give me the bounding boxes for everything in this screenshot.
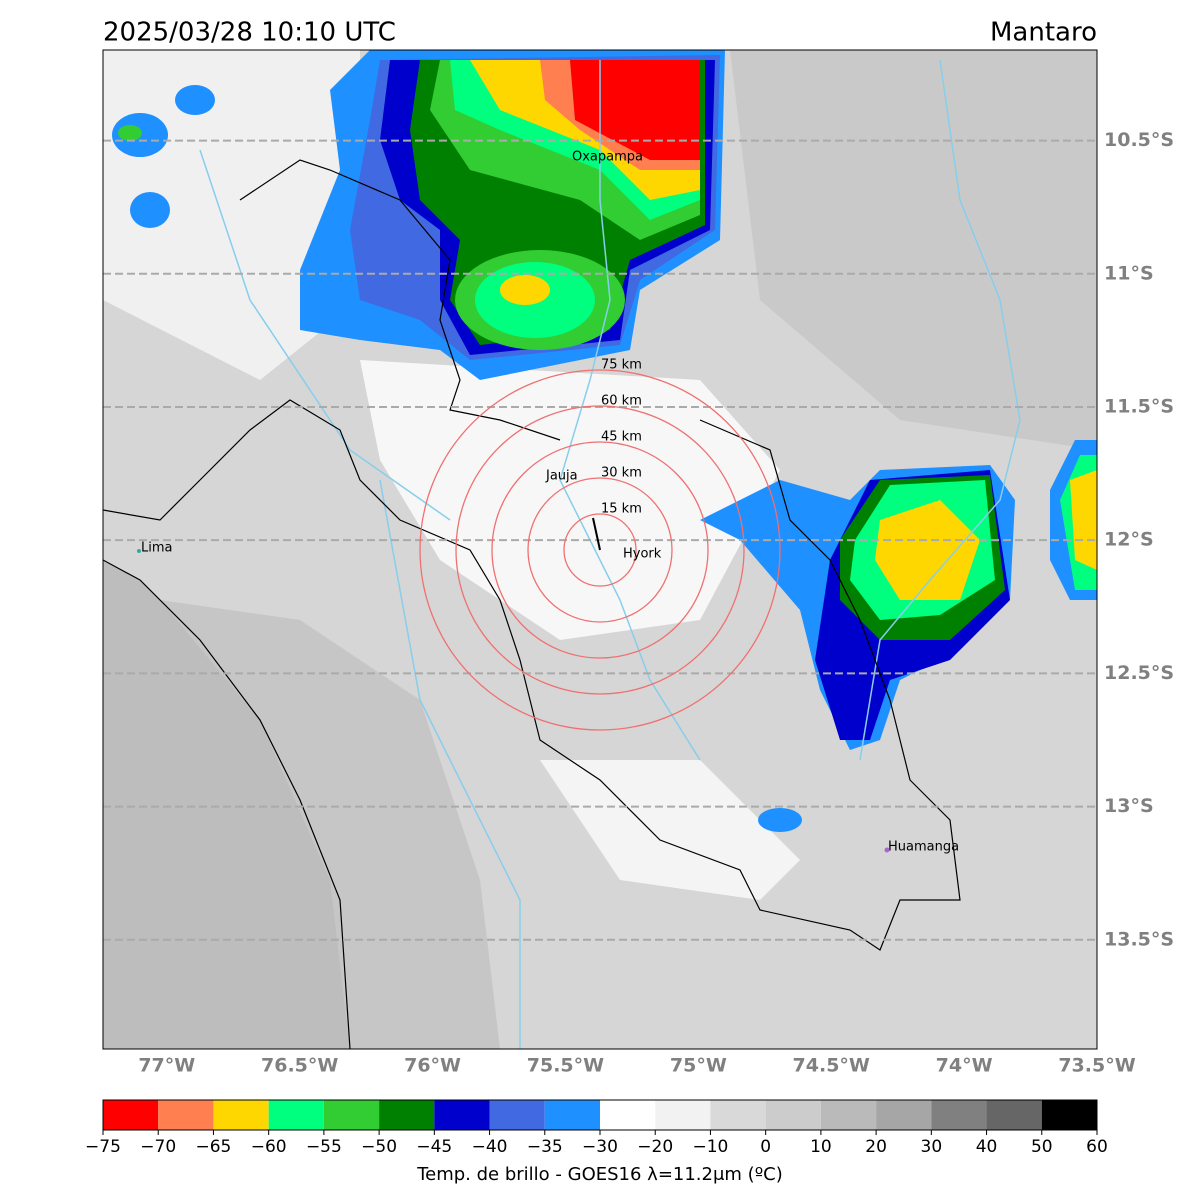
colorbar-tick-label: −60 — [251, 1137, 287, 1157]
colorbar-label: Temp. de brillo - GOES16 λ=11.2μm (ºC) — [416, 1164, 783, 1185]
colorbar-segment — [158, 1100, 214, 1130]
colorbar-segment — [876, 1100, 932, 1130]
rivers — [199, 59, 1021, 1049]
lat-label: 12.5°S — [1104, 662, 1174, 684]
colorbar: −75 −70 −65 −60 −55 −50 −45 −40 −35 −30 −20 −10 0 10 2… — [85, 1099, 1108, 1157]
region-name: Mantaro — [990, 18, 1097, 48]
city-dot — [884, 847, 890, 853]
colorbar-tick-label: 20 — [865, 1137, 887, 1157]
range-rings — [419, 369, 781, 731]
colorbar-tick-label: −40 — [472, 1137, 508, 1157]
colorbar-tick-label: −75 — [85, 1137, 121, 1157]
colorbar-segment — [931, 1100, 987, 1130]
ring-label: 60 km — [601, 394, 642, 409]
colorbar-tick-label: −65 — [195, 1137, 231, 1157]
lat-label: 11.5°S — [1104, 395, 1174, 417]
colorbar-segment — [379, 1100, 435, 1130]
lat-label: 10.5°S — [1104, 129, 1174, 151]
city-label: Oxapampa — [572, 150, 643, 165]
ring-label: 45 km — [601, 430, 642, 445]
city-dot — [137, 549, 141, 553]
lat-label: 11°S — [1104, 262, 1154, 284]
colorbar-tick-label: −20 — [637, 1137, 673, 1157]
lon-label: 77°W — [138, 1055, 195, 1077]
colorbar-segment — [986, 1100, 1042, 1130]
colorbar-tick-label: −30 — [582, 1137, 618, 1157]
map-area — [103, 50, 1097, 1049]
boundaries — [103, 159, 961, 1049]
colorbar-segment — [434, 1100, 490, 1130]
colorbar-tick-label: −45 — [416, 1137, 452, 1157]
lon-label: 74°W — [936, 1055, 993, 1077]
lat-label: 13°S — [1104, 795, 1154, 817]
cloud-north — [112, 50, 725, 380]
colorbar-segment — [489, 1100, 545, 1130]
ring-label: 75 km — [601, 358, 642, 373]
city-label: Jauja — [545, 469, 578, 484]
colorbar-segment — [655, 1100, 711, 1130]
ring-label: 15 km — [601, 502, 642, 517]
colorbar-segment — [213, 1100, 269, 1130]
colorbar-segment — [323, 1100, 380, 1130]
city-label: Lima — [141, 541, 172, 556]
city-label: Hyork — [623, 547, 662, 562]
lon-label: 76°W — [404, 1055, 461, 1077]
colorbar-tick-label: 60 — [1086, 1137, 1108, 1157]
colorbar-segment — [765, 1100, 821, 1130]
colorbar-tick-label: 40 — [976, 1137, 998, 1157]
lon-label: 75.5°W — [527, 1055, 604, 1077]
colorbar-segment — [1041, 1100, 1097, 1130]
colorbar-segment — [544, 1100, 600, 1130]
colorbar-tick-label: 10 — [810, 1137, 832, 1157]
map-frame — [102, 49, 1098, 1050]
lon-label: 76.5°W — [261, 1055, 338, 1077]
colorbar-segment — [710, 1100, 766, 1130]
lon-label: 73.5°W — [1058, 1055, 1135, 1077]
colorbar-tick-label: −10 — [692, 1137, 728, 1157]
colorbar-segment — [103, 1100, 159, 1130]
colorbar-tick-label: −35 — [527, 1137, 563, 1157]
title: 2025/03/28 10:10 UTC — [103, 18, 396, 48]
colorbar-segment — [268, 1100, 324, 1130]
lat-label: 13.5°S — [1104, 928, 1174, 950]
colorbar-tick-label: −50 — [361, 1137, 397, 1157]
lon-label: 75°W — [670, 1055, 727, 1077]
colorbar-tick-label: 50 — [1031, 1137, 1053, 1157]
colorbar-tick-label: −70 — [140, 1137, 176, 1157]
colorbar-segment — [600, 1100, 656, 1130]
ring-label: 30 km — [601, 466, 642, 481]
colorbar-tick-label: 30 — [921, 1137, 943, 1157]
lat-label: 12°S — [1104, 529, 1154, 551]
colorbar-tick-label: −55 — [306, 1137, 342, 1157]
lon-label: 74.5°W — [793, 1055, 870, 1077]
city-label: Huamanga — [888, 840, 959, 855]
colorbar-tick-label: 0 — [760, 1137, 771, 1157]
colorbar-segment — [820, 1100, 877, 1130]
